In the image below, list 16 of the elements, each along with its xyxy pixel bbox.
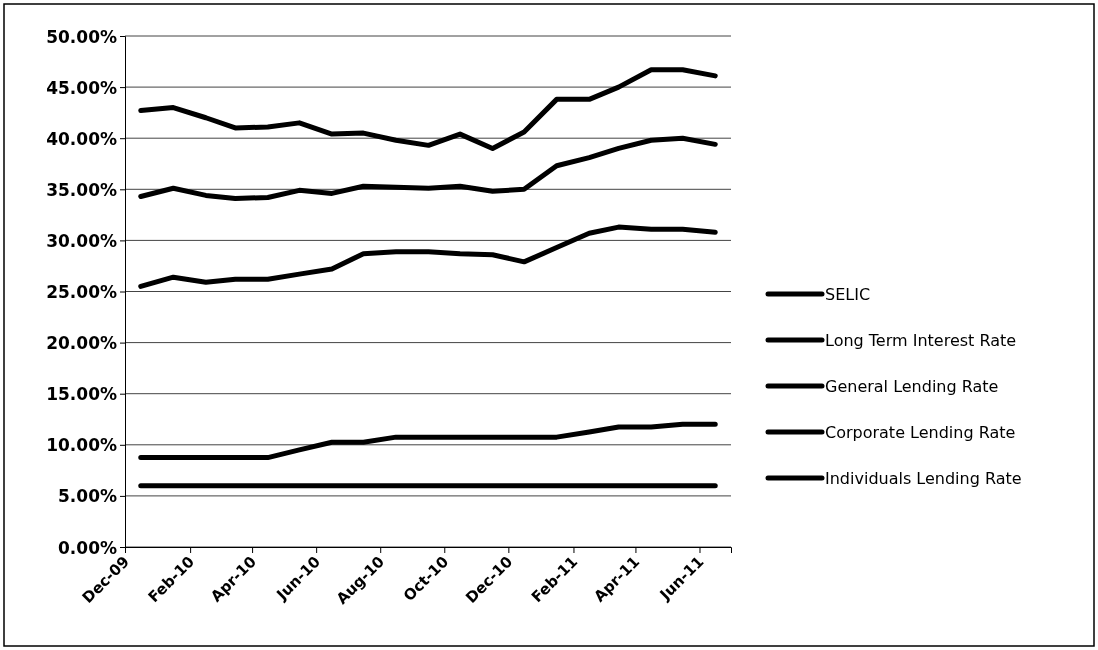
legend-label: General Lending Rate (825, 376, 999, 396)
y-tick-label: 5.00% (58, 486, 117, 507)
legend-label: Long Term Interest Rate (825, 330, 1017, 350)
y-tick-label: 20.00% (46, 333, 117, 354)
legend-label: Corporate Lending Rate (825, 422, 1016, 442)
y-tick-label: 35.00% (46, 179, 117, 200)
y-tick-label: 0.00% (58, 537, 117, 558)
y-tick-label: 10.00% (46, 435, 117, 456)
legend-label: SELIC (825, 284, 871, 304)
y-tick-label: 40.00% (46, 128, 117, 149)
legend-label: Individuals Lending Rate (825, 468, 1022, 488)
y-tick-label: 45.00% (46, 77, 117, 98)
y-tick-label: 30.00% (46, 230, 117, 251)
y-tick-label: 25.00% (46, 282, 117, 302)
y-tick-label: 50.00% (46, 26, 117, 47)
y-tick-label: 15.00% (46, 384, 117, 405)
